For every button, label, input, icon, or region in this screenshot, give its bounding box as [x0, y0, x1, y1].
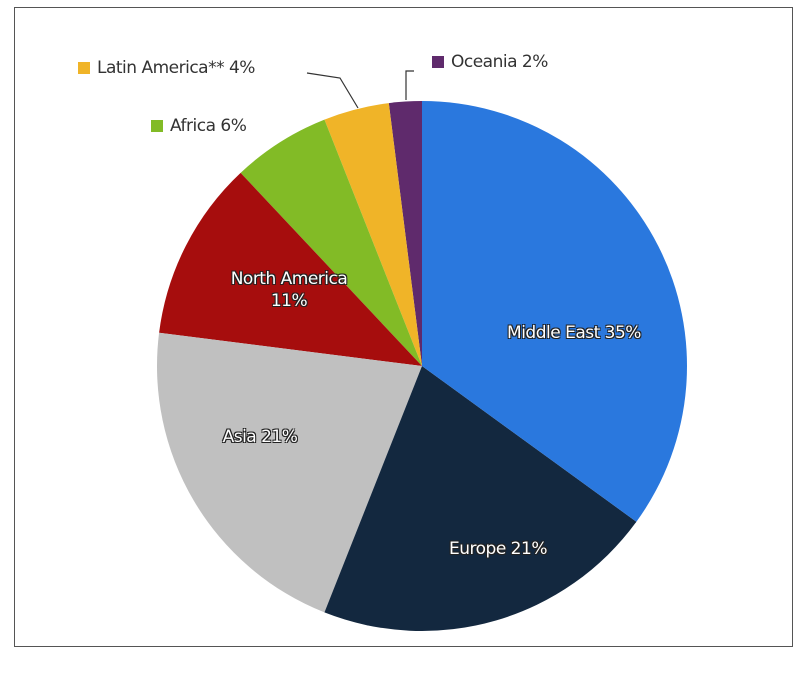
pie-slice: [324, 103, 422, 367]
chart-frame: [14, 7, 793, 647]
pie-slice: [157, 332, 423, 613]
pie-slice: [159, 172, 422, 366]
slice-label: Middle East 35%: [507, 323, 641, 343]
legend-label: Latin America** 4%: [97, 58, 255, 78]
legend-label: Oceania 2%: [451, 52, 548, 72]
slice-label: Europe 21%: [449, 539, 547, 559]
pie-slice: [324, 366, 637, 631]
slice-label: Asia 21%: [222, 427, 298, 447]
pie-slice: [388, 101, 422, 366]
legend-swatch: [151, 120, 163, 132]
pie-slice: [240, 119, 422, 367]
legend-label: Africa 6%: [170, 116, 247, 136]
legend-swatch: [78, 62, 90, 74]
leader-line: [405, 70, 414, 100]
slice-label: North America 11%: [230, 269, 348, 311]
leader-line: [306, 72, 359, 109]
pie-slice: [422, 101, 688, 522]
legend-swatch: [432, 56, 444, 68]
